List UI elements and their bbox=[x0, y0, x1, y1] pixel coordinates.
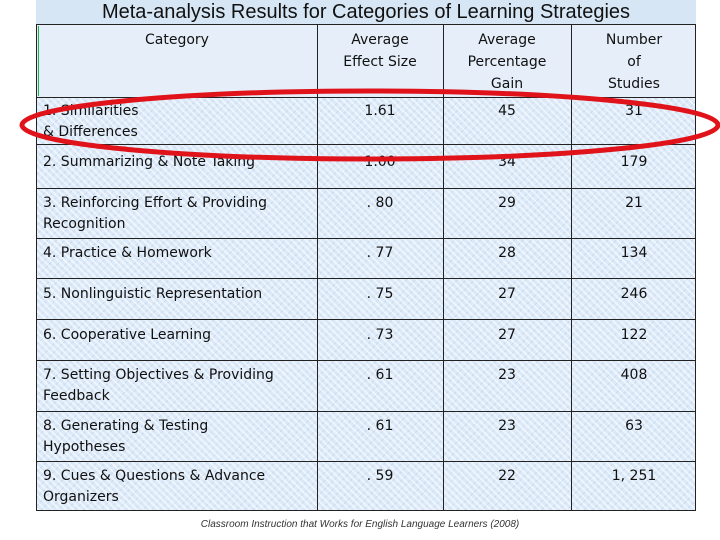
percentage-gain-value: 22 bbox=[498, 468, 516, 484]
header-number-of-studies: Number of Studies bbox=[571, 29, 697, 95]
percentage-gain-value: 23 bbox=[498, 367, 516, 383]
category-line: Feedback bbox=[43, 388, 110, 404]
row-divider bbox=[37, 411, 695, 412]
effect-size-value: 1.61 bbox=[364, 103, 396, 119]
header-gain-line2: Percentage bbox=[467, 54, 547, 70]
percentage-gain-value: 45 bbox=[498, 103, 516, 119]
row-category: 9. Cues & Questions & Advance Organizers bbox=[43, 466, 305, 508]
percentage-gain-value: 27 bbox=[498, 286, 516, 302]
header-percentage-gain: Average Percentage Gain bbox=[443, 29, 571, 95]
effect-size-value: . 61 bbox=[366, 367, 394, 383]
percentage-gain-value: 27 bbox=[498, 327, 516, 343]
percentage-gain-value: 28 bbox=[498, 245, 516, 261]
studies-count-value: 1, 251 bbox=[611, 468, 657, 484]
effect-size-value: . 75 bbox=[366, 286, 394, 302]
row-divider bbox=[37, 278, 695, 279]
row-divider bbox=[37, 461, 695, 462]
percentage-gain-value: 23 bbox=[498, 418, 516, 434]
effect-size-value: . 73 bbox=[366, 327, 394, 343]
row-divider bbox=[37, 188, 695, 189]
header-studies-line2: of bbox=[627, 54, 641, 70]
percentage-gain-value: 29 bbox=[498, 195, 516, 211]
category-line: 8. Generating & Testing bbox=[43, 418, 209, 434]
results-table: Category Average Effect Size Average Per… bbox=[36, 24, 696, 511]
header-studies-line1: Number bbox=[605, 32, 663, 48]
column-divider bbox=[443, 25, 444, 510]
studies-count-value: 122 bbox=[620, 327, 648, 343]
header-effect-size: Average Effect Size bbox=[317, 29, 443, 73]
row-divider bbox=[37, 319, 695, 320]
effect-size-value: . 61 bbox=[366, 418, 394, 434]
slide-title: Meta-analysis Results for Categories of … bbox=[36, 0, 696, 24]
column-divider bbox=[571, 25, 572, 510]
header-effect-line2: Effect Size bbox=[343, 54, 417, 70]
studies-count-value: 63 bbox=[625, 418, 643, 434]
header-accent bbox=[38, 26, 39, 96]
studies-count-value: 31 bbox=[625, 103, 643, 119]
row-divider bbox=[37, 97, 695, 98]
header-category: Category bbox=[37, 29, 317, 51]
row-divider bbox=[37, 144, 695, 145]
row-category: 8. Generating & Testing Hypotheses bbox=[43, 416, 305, 458]
source-caption: Classroom Instruction that Works for Eng… bbox=[200, 519, 520, 530]
table-header: Category Average Effect Size Average Per… bbox=[37, 25, 695, 97]
header-effect-line1: Average bbox=[351, 32, 409, 48]
row-category: 2. Summarizing & Note Taking bbox=[43, 152, 305, 173]
header-studies-line3: Studies bbox=[608, 76, 660, 92]
category-line: 2. Summarizing & Note Taking bbox=[43, 154, 256, 170]
effect-size-value: . 77 bbox=[366, 245, 394, 261]
category-line: 5. Nonlinguistic Representation bbox=[43, 286, 263, 302]
category-line: Hypotheses bbox=[43, 439, 126, 455]
category-line: 7. Setting Objectives & Providing bbox=[43, 367, 274, 383]
header-gain-line3: Gain bbox=[490, 76, 524, 92]
studies-count-value: 134 bbox=[620, 245, 648, 261]
category-line: 4. Practice & Homework bbox=[43, 245, 212, 261]
category-line: & Differences bbox=[43, 124, 138, 140]
row-divider bbox=[37, 238, 695, 239]
header-category-text: Category bbox=[145, 32, 209, 48]
studies-count-value: 408 bbox=[620, 367, 648, 383]
row-category: 3. Reinforcing Effort & Providing Recogn… bbox=[43, 193, 305, 235]
red-highlight-ellipse bbox=[19, 88, 720, 162]
row-divider bbox=[37, 360, 695, 361]
effect-size-value: . 59 bbox=[366, 468, 394, 484]
category-line: 9. Cues & Questions & Advance bbox=[43, 468, 266, 484]
effect-size-value: . 80 bbox=[366, 195, 394, 211]
category-line: 3. Reinforcing Effort & Providing bbox=[43, 195, 268, 211]
row-category: 4. Practice & Homework bbox=[43, 243, 305, 264]
category-line: Organizers bbox=[43, 489, 119, 505]
category-line: 6. Cooperative Learning bbox=[43, 327, 212, 343]
row-category: 6. Cooperative Learning bbox=[43, 325, 305, 346]
studies-count-value: 179 bbox=[620, 154, 648, 170]
studies-count-value: 246 bbox=[620, 286, 648, 302]
header-gain-line1: Average bbox=[478, 32, 536, 48]
row-category: 7. Setting Objectives & Providing Feedba… bbox=[43, 365, 305, 407]
studies-count-value: 21 bbox=[625, 195, 643, 211]
column-divider bbox=[317, 25, 318, 510]
row-category: 5. Nonlinguistic Representation bbox=[43, 284, 305, 305]
category-line: Recognition bbox=[43, 216, 126, 232]
